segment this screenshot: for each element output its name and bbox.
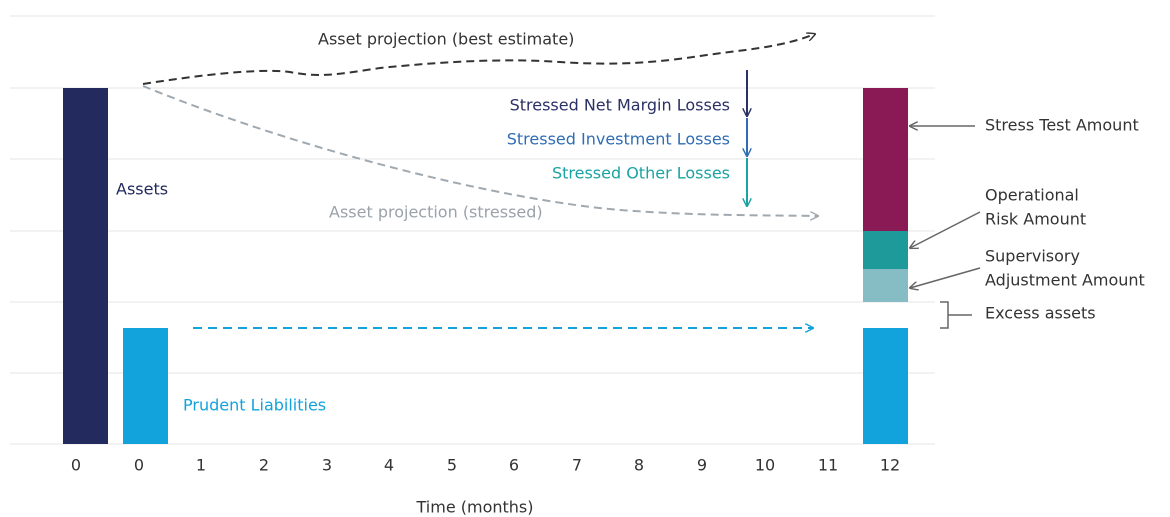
x-tick-label: 7 [572, 456, 582, 475]
x-tick-label: 8 [634, 456, 644, 475]
assets-bar [63, 88, 108, 444]
x-tick-label: 5 [447, 456, 457, 475]
label: Asset projection (best estimate) [318, 30, 574, 49]
label: Risk Amount [985, 210, 1086, 229]
label: Asset projection (stressed) [329, 203, 543, 222]
x-tick-label: 9 [697, 456, 707, 475]
x-tick-label: 0 [134, 456, 144, 475]
projection-arrow [142, 34, 815, 85]
label: Stressed Other Losses [552, 164, 730, 183]
stress-bar [863, 88, 908, 231]
x-tick-label: 0 [71, 456, 81, 475]
axis-title: Time (months) [416, 498, 534, 517]
pointer [910, 267, 981, 288]
pointer [910, 211, 981, 248]
x-tick-label: 6 [509, 456, 519, 475]
label: Stress Test Amount [985, 116, 1139, 135]
label: Prudent Liabilities [183, 396, 326, 415]
x-axis: 0 0 1 2 3 4 5 6 7 8 9 10 11 12 [71, 456, 900, 475]
label: Assets [116, 180, 168, 199]
x-tick-label: 10 [755, 456, 775, 475]
label: Operational [985, 186, 1079, 205]
bracket [940, 301, 972, 329]
label: Stressed Net Margin Losses [510, 96, 730, 115]
label: Adjustment Amount [985, 271, 1145, 290]
x-tick-label: 4 [384, 456, 394, 475]
label: Supervisory [985, 247, 1080, 266]
label: Excess assets [985, 304, 1096, 323]
x-tick-label: 11 [818, 456, 838, 475]
projection-arrow [142, 85, 818, 216]
supervisory-bar [863, 269, 908, 302]
x-tick-label: 2 [259, 456, 269, 475]
operational-bar [863, 231, 908, 269]
x-tick-label: 3 [322, 456, 332, 475]
x-tick-label: 1 [196, 456, 206, 475]
liabilities-bar [123, 328, 168, 444]
label: Stressed Investment Losses [507, 130, 730, 149]
liabilities-bar [863, 328, 908, 444]
x-tick-label: 12 [880, 456, 900, 475]
